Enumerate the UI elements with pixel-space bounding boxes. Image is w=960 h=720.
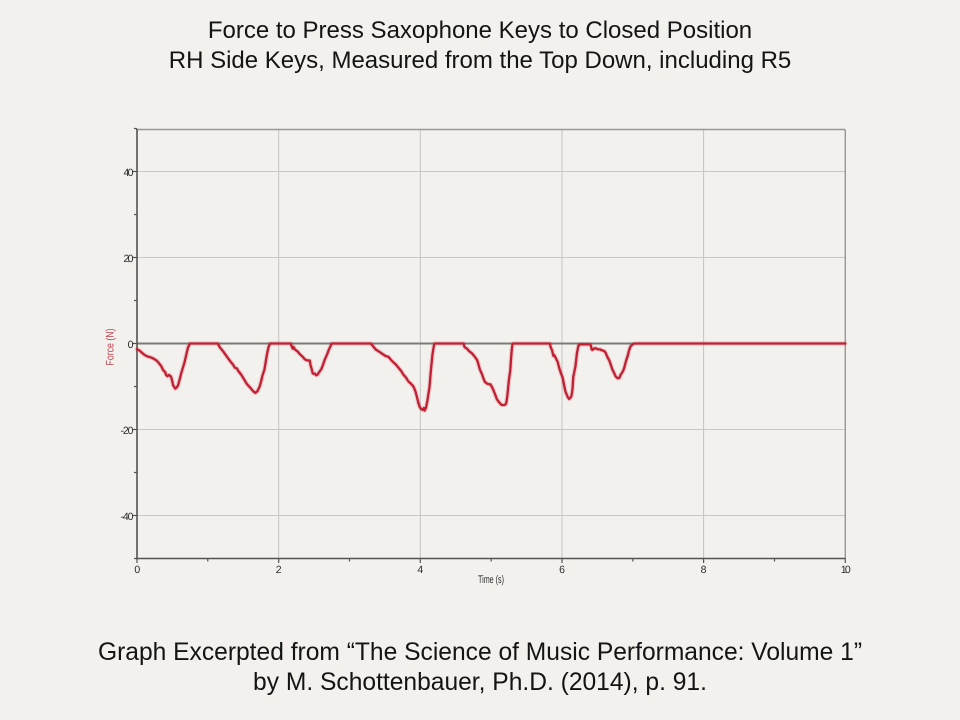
svg-text:40: 40 <box>124 167 134 179</box>
svg-text:4: 4 <box>417 564 423 576</box>
svg-text:10: 10 <box>841 564 851 576</box>
svg-text:-40: -40 <box>121 511 134 523</box>
svg-text:6: 6 <box>559 564 565 576</box>
svg-text:Force (N): Force (N) <box>104 329 116 366</box>
svg-text:20: 20 <box>124 253 134 265</box>
svg-text:8: 8 <box>701 564 707 576</box>
svg-text:2: 2 <box>276 564 282 576</box>
svg-text:0: 0 <box>134 564 140 576</box>
svg-text:0: 0 <box>128 339 134 351</box>
svg-text:Time (s): Time (s) <box>478 574 504 586</box>
svg-text:-20: -20 <box>121 425 134 437</box>
